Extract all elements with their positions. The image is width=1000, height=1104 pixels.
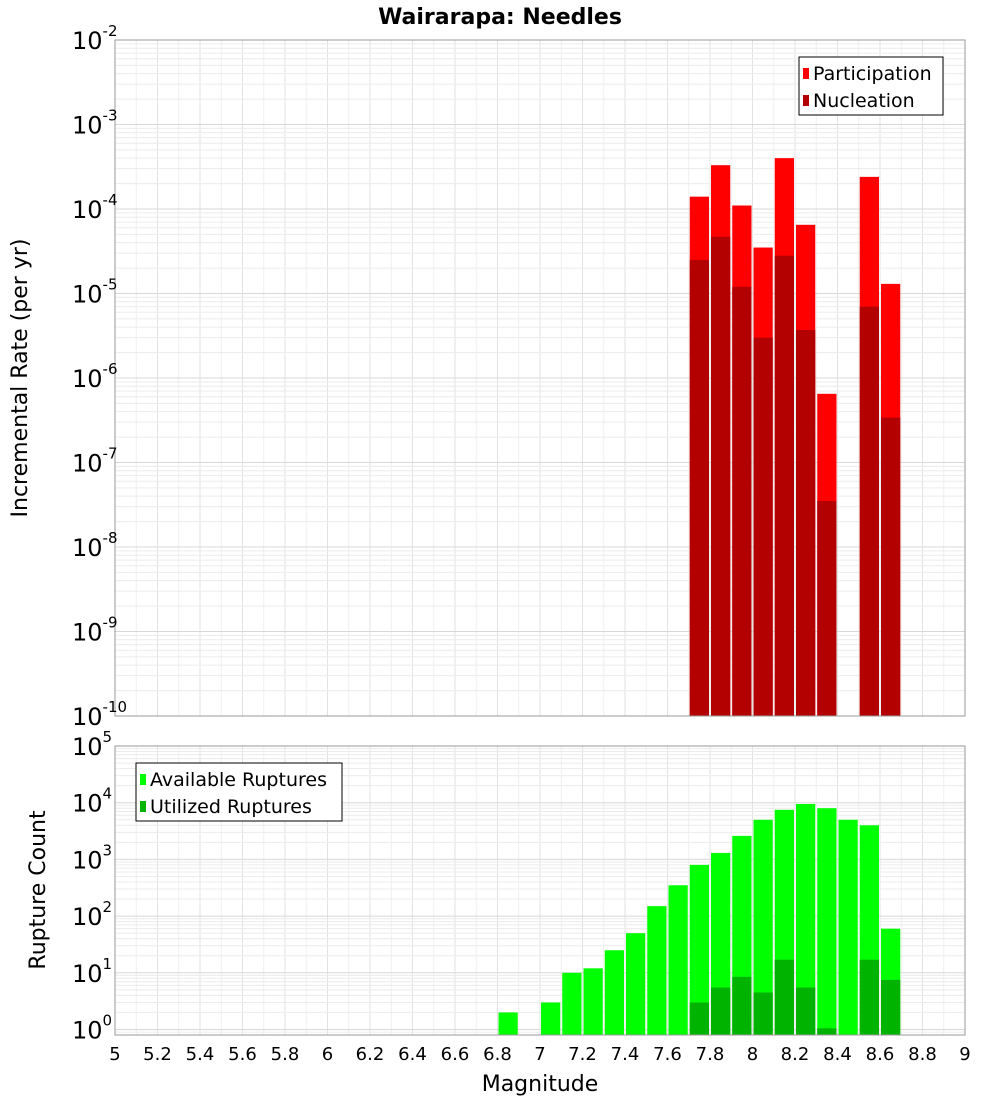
count-panel: 100 101 102 103 104 105 Rupture Count Available…	[26, 728, 966, 1045]
rate-y-tick-label: 10-2	[72, 22, 118, 55]
count-bar-available-ruptures	[562, 972, 582, 1035]
x-tick-label: 6.4	[398, 1044, 427, 1065]
x-tick-label: 8	[747, 1044, 758, 1065]
rate-bar-nucleation	[689, 259, 709, 716]
rate-y-tick-label: 10-8	[72, 529, 118, 562]
x-tick-label: 5	[109, 1044, 120, 1065]
x-tick-label: 8.4	[823, 1044, 852, 1065]
count-bar-available-ruptures	[583, 968, 603, 1035]
count-bar-utilized-ruptures	[774, 959, 794, 1035]
count-bar-utilized-ruptures	[859, 959, 879, 1035]
x-tick-label: 8.8	[908, 1044, 937, 1065]
rate-y-axis-label: Incremental Rate (per yr)	[8, 239, 33, 518]
x-tick-label: 7.6	[653, 1044, 682, 1065]
rate-legend-swatch	[803, 68, 809, 79]
count-legend-label: Utilized Ruptures	[150, 796, 312, 818]
rate-bar-nucleation	[732, 286, 752, 716]
count-y-tick-label: 105	[72, 728, 112, 761]
count-bar-available-ruptures	[838, 819, 858, 1035]
count-bar-available-ruptures	[647, 906, 667, 1035]
count-bar-utilized-ruptures	[796, 987, 816, 1035]
x-axis-label: Magnitude	[482, 1072, 599, 1097]
chart-title: Wairarapa: Needles	[378, 5, 622, 30]
count-bar-utilized-ruptures	[689, 1002, 709, 1035]
count-legend-swatch	[140, 774, 146, 785]
count-bar-available-ruptures	[541, 1002, 561, 1035]
rate-bar-nucleation	[796, 329, 816, 716]
count-frame	[114, 745, 966, 1036]
rate-frame	[114, 39, 966, 717]
count-y-tick-label: 102	[72, 898, 112, 931]
count-bar-utilized-ruptures	[711, 987, 731, 1035]
count-bar-utilized-ruptures	[881, 979, 901, 1035]
rate-legend-label: Participation	[813, 63, 932, 85]
count-legend-box	[135, 762, 343, 822]
x-tick-label: 6	[322, 1044, 333, 1065]
rate-panel: 10-10 10-9 10-8 10-7 10-6 10-5 10-4 10-3 10-2 Inc…	[8, 22, 966, 731]
count-legend-label: Available Ruptures	[150, 769, 327, 791]
x-tick-label: 8.6	[866, 1044, 895, 1065]
count-y-tick-label: 104	[72, 785, 112, 818]
x-tick-label: 7	[534, 1044, 545, 1065]
x-tick-label: 7.8	[696, 1044, 725, 1065]
count-bar-utilized-ruptures	[817, 1028, 837, 1035]
count-bar-available-ruptures	[753, 819, 773, 1035]
rate-y-tick-label: 10-10	[72, 698, 127, 731]
count-bar-available-ruptures	[498, 1012, 518, 1035]
rate-bar-nucleation	[774, 255, 794, 716]
rate-y-tick-label: 10-4	[72, 191, 118, 224]
x-tick-label: 7.4	[611, 1044, 640, 1065]
count-bar-available-ruptures	[668, 885, 688, 1035]
rate-y-tick-label: 10-6	[72, 360, 118, 393]
count-bar-available-ruptures	[689, 864, 709, 1035]
count-bar-available-ruptures	[626, 933, 646, 1035]
count-y-axis-label: Rupture Count	[26, 810, 51, 970]
count-bar-available-ruptures	[796, 803, 816, 1035]
count-y-tick-label: 101	[72, 955, 112, 988]
rate-legend-label: Nucleation	[813, 90, 915, 112]
x-tick-label: 6.8	[483, 1044, 512, 1065]
x-tick-label: 5.4	[186, 1044, 215, 1065]
rate-bar-nucleation	[881, 417, 901, 716]
rate-y-tick-label: 10-9	[72, 614, 118, 647]
x-tick-label: 5.6	[228, 1044, 257, 1065]
count-bar-available-ruptures	[604, 950, 624, 1035]
count-legend: Available Ruptures Utilized Ruptures	[135, 762, 343, 822]
count-bar-available-ruptures	[817, 808, 837, 1035]
x-tick-label: 7.2	[568, 1044, 597, 1065]
x-tick-label: 6.2	[356, 1044, 385, 1065]
count-y-tick-label: 103	[72, 841, 112, 874]
count-legend-swatch	[140, 801, 146, 812]
rate-y-tick-label: 10-7	[72, 445, 118, 478]
rate-bar-nucleation	[859, 306, 879, 716]
rate-bar-nucleation	[711, 236, 731, 716]
rate-legend-swatch	[803, 95, 809, 106]
count-bar-utilized-ruptures	[753, 992, 773, 1035]
rate-bar-nucleation	[817, 501, 837, 716]
x-tick-label: 8.2	[781, 1044, 810, 1065]
x-tick-label: 5.8	[271, 1044, 300, 1065]
rate-legend: Participation Nucleation	[798, 56, 944, 116]
x-tick-labels: 5 5.2 5.4 5.6 5.8 6 6.2 6.4 6.6 6.8 7 7.2 7.4 7.6 7.8 8…	[109, 1044, 970, 1065]
rate-bar-nucleation	[753, 337, 773, 716]
x-tick-label: 9	[959, 1044, 970, 1065]
x-tick-label: 5.2	[143, 1044, 172, 1065]
rate-y-tick-label: 10-5	[72, 276, 118, 309]
count-y-tick-label: 100	[72, 1012, 112, 1045]
rate-y-tick-label: 10-3	[72, 107, 118, 140]
rate-legend-box	[798, 56, 944, 116]
count-bar-utilized-ruptures	[732, 976, 752, 1035]
x-tick-label: 6.6	[441, 1044, 470, 1065]
